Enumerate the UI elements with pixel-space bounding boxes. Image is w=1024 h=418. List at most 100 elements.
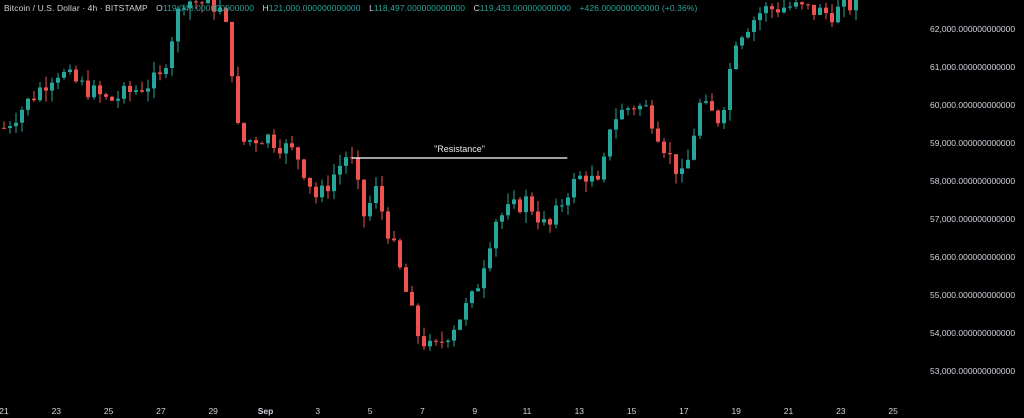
candle xyxy=(650,99,654,134)
candle xyxy=(62,68,66,80)
candle xyxy=(428,333,432,351)
candle xyxy=(386,207,390,244)
candle xyxy=(434,338,438,346)
candle xyxy=(86,69,90,100)
candle-body xyxy=(794,2,798,7)
candle-body xyxy=(386,211,390,239)
candle xyxy=(644,99,648,107)
candle xyxy=(554,198,558,229)
candle-body xyxy=(578,175,582,179)
candle xyxy=(512,190,516,209)
candle-body xyxy=(398,240,402,268)
candle-body xyxy=(848,0,852,11)
candle-body xyxy=(710,101,714,111)
candle xyxy=(692,128,696,161)
x-tick-label: 19 xyxy=(731,406,741,416)
candle xyxy=(308,177,312,194)
candle-body xyxy=(380,186,384,212)
candle xyxy=(302,158,306,180)
candle-body xyxy=(500,215,504,222)
candle-body xyxy=(332,174,336,192)
candle-body xyxy=(2,127,6,129)
x-tick-label: 13 xyxy=(575,406,585,416)
candle xyxy=(506,193,510,220)
candle xyxy=(380,175,384,220)
candle xyxy=(188,0,192,20)
y-tick-label: 60,000.000000000000 xyxy=(930,100,1015,110)
candle xyxy=(140,81,144,94)
candle xyxy=(530,192,534,216)
x-tick-label: 3 xyxy=(315,406,320,416)
candle xyxy=(800,1,804,10)
candle-body xyxy=(752,20,756,32)
candle xyxy=(218,0,222,15)
candle-body xyxy=(758,13,762,21)
candle xyxy=(194,0,198,10)
candle-body xyxy=(146,88,150,92)
high-value: 121,000.000000000000 xyxy=(268,3,361,13)
candle xyxy=(296,146,300,170)
candle xyxy=(662,138,666,158)
candle xyxy=(494,219,498,257)
candle-body xyxy=(608,129,612,157)
candle xyxy=(404,263,408,293)
candle-body xyxy=(602,156,606,180)
x-tick-label: 17 xyxy=(679,406,689,416)
candle-body xyxy=(308,177,312,187)
candle-body xyxy=(50,82,54,91)
candle-body xyxy=(302,159,306,178)
candle-body xyxy=(230,21,234,77)
candle-body xyxy=(836,6,840,23)
candle-body xyxy=(86,80,90,98)
candle xyxy=(590,165,594,187)
candle xyxy=(320,179,324,203)
candle xyxy=(236,66,240,125)
close-value: 119,433.000000000000 xyxy=(479,3,571,13)
candle-body xyxy=(518,199,522,213)
candle-body xyxy=(392,238,396,241)
candle xyxy=(20,106,24,132)
candle xyxy=(674,154,678,184)
price-axis[interactable]: 62,000.000000000000 61,000.000000000000 60… xyxy=(930,24,1015,376)
candle xyxy=(242,122,246,145)
candle-body xyxy=(362,179,366,217)
time-axis[interactable]: 21 23 25 27 29 Sep 3 5 7 9 11 13 15 17 19 21 23 25 xyxy=(0,406,898,416)
candle-body xyxy=(44,87,48,91)
chart-header: Bitcoin / U.S. Dollar · 4h · BITSTAMP O1… xyxy=(4,3,697,13)
candle xyxy=(152,61,156,99)
candle-body xyxy=(680,168,684,174)
candle xyxy=(446,338,450,348)
candle xyxy=(764,2,768,22)
candle-body xyxy=(74,69,78,82)
candle xyxy=(212,0,216,20)
candle-body xyxy=(284,143,288,154)
candle xyxy=(830,4,834,28)
high-key: H xyxy=(262,3,269,13)
candle-body xyxy=(236,76,240,123)
candle xyxy=(620,103,624,120)
candle xyxy=(668,142,672,165)
candle-body xyxy=(812,4,816,15)
candle-body xyxy=(104,94,108,97)
candle-body xyxy=(734,45,738,70)
candle-body xyxy=(542,219,546,223)
candle xyxy=(614,108,618,139)
candle-body xyxy=(746,31,750,38)
candle-body xyxy=(314,186,318,198)
candle xyxy=(362,178,366,228)
candle-body xyxy=(326,185,330,192)
candle-body xyxy=(566,197,570,206)
candle xyxy=(746,28,750,39)
candle xyxy=(794,0,798,9)
x-tick-label: 23 xyxy=(836,406,846,416)
y-tick-label: 58,000.000000000000 xyxy=(930,176,1015,186)
candle-body xyxy=(452,329,456,341)
candle xyxy=(482,259,486,298)
candle xyxy=(770,3,774,19)
candle-body xyxy=(716,110,720,124)
candle-body xyxy=(26,98,30,110)
candle xyxy=(602,152,606,183)
candle xyxy=(116,91,120,109)
candle xyxy=(392,231,396,243)
